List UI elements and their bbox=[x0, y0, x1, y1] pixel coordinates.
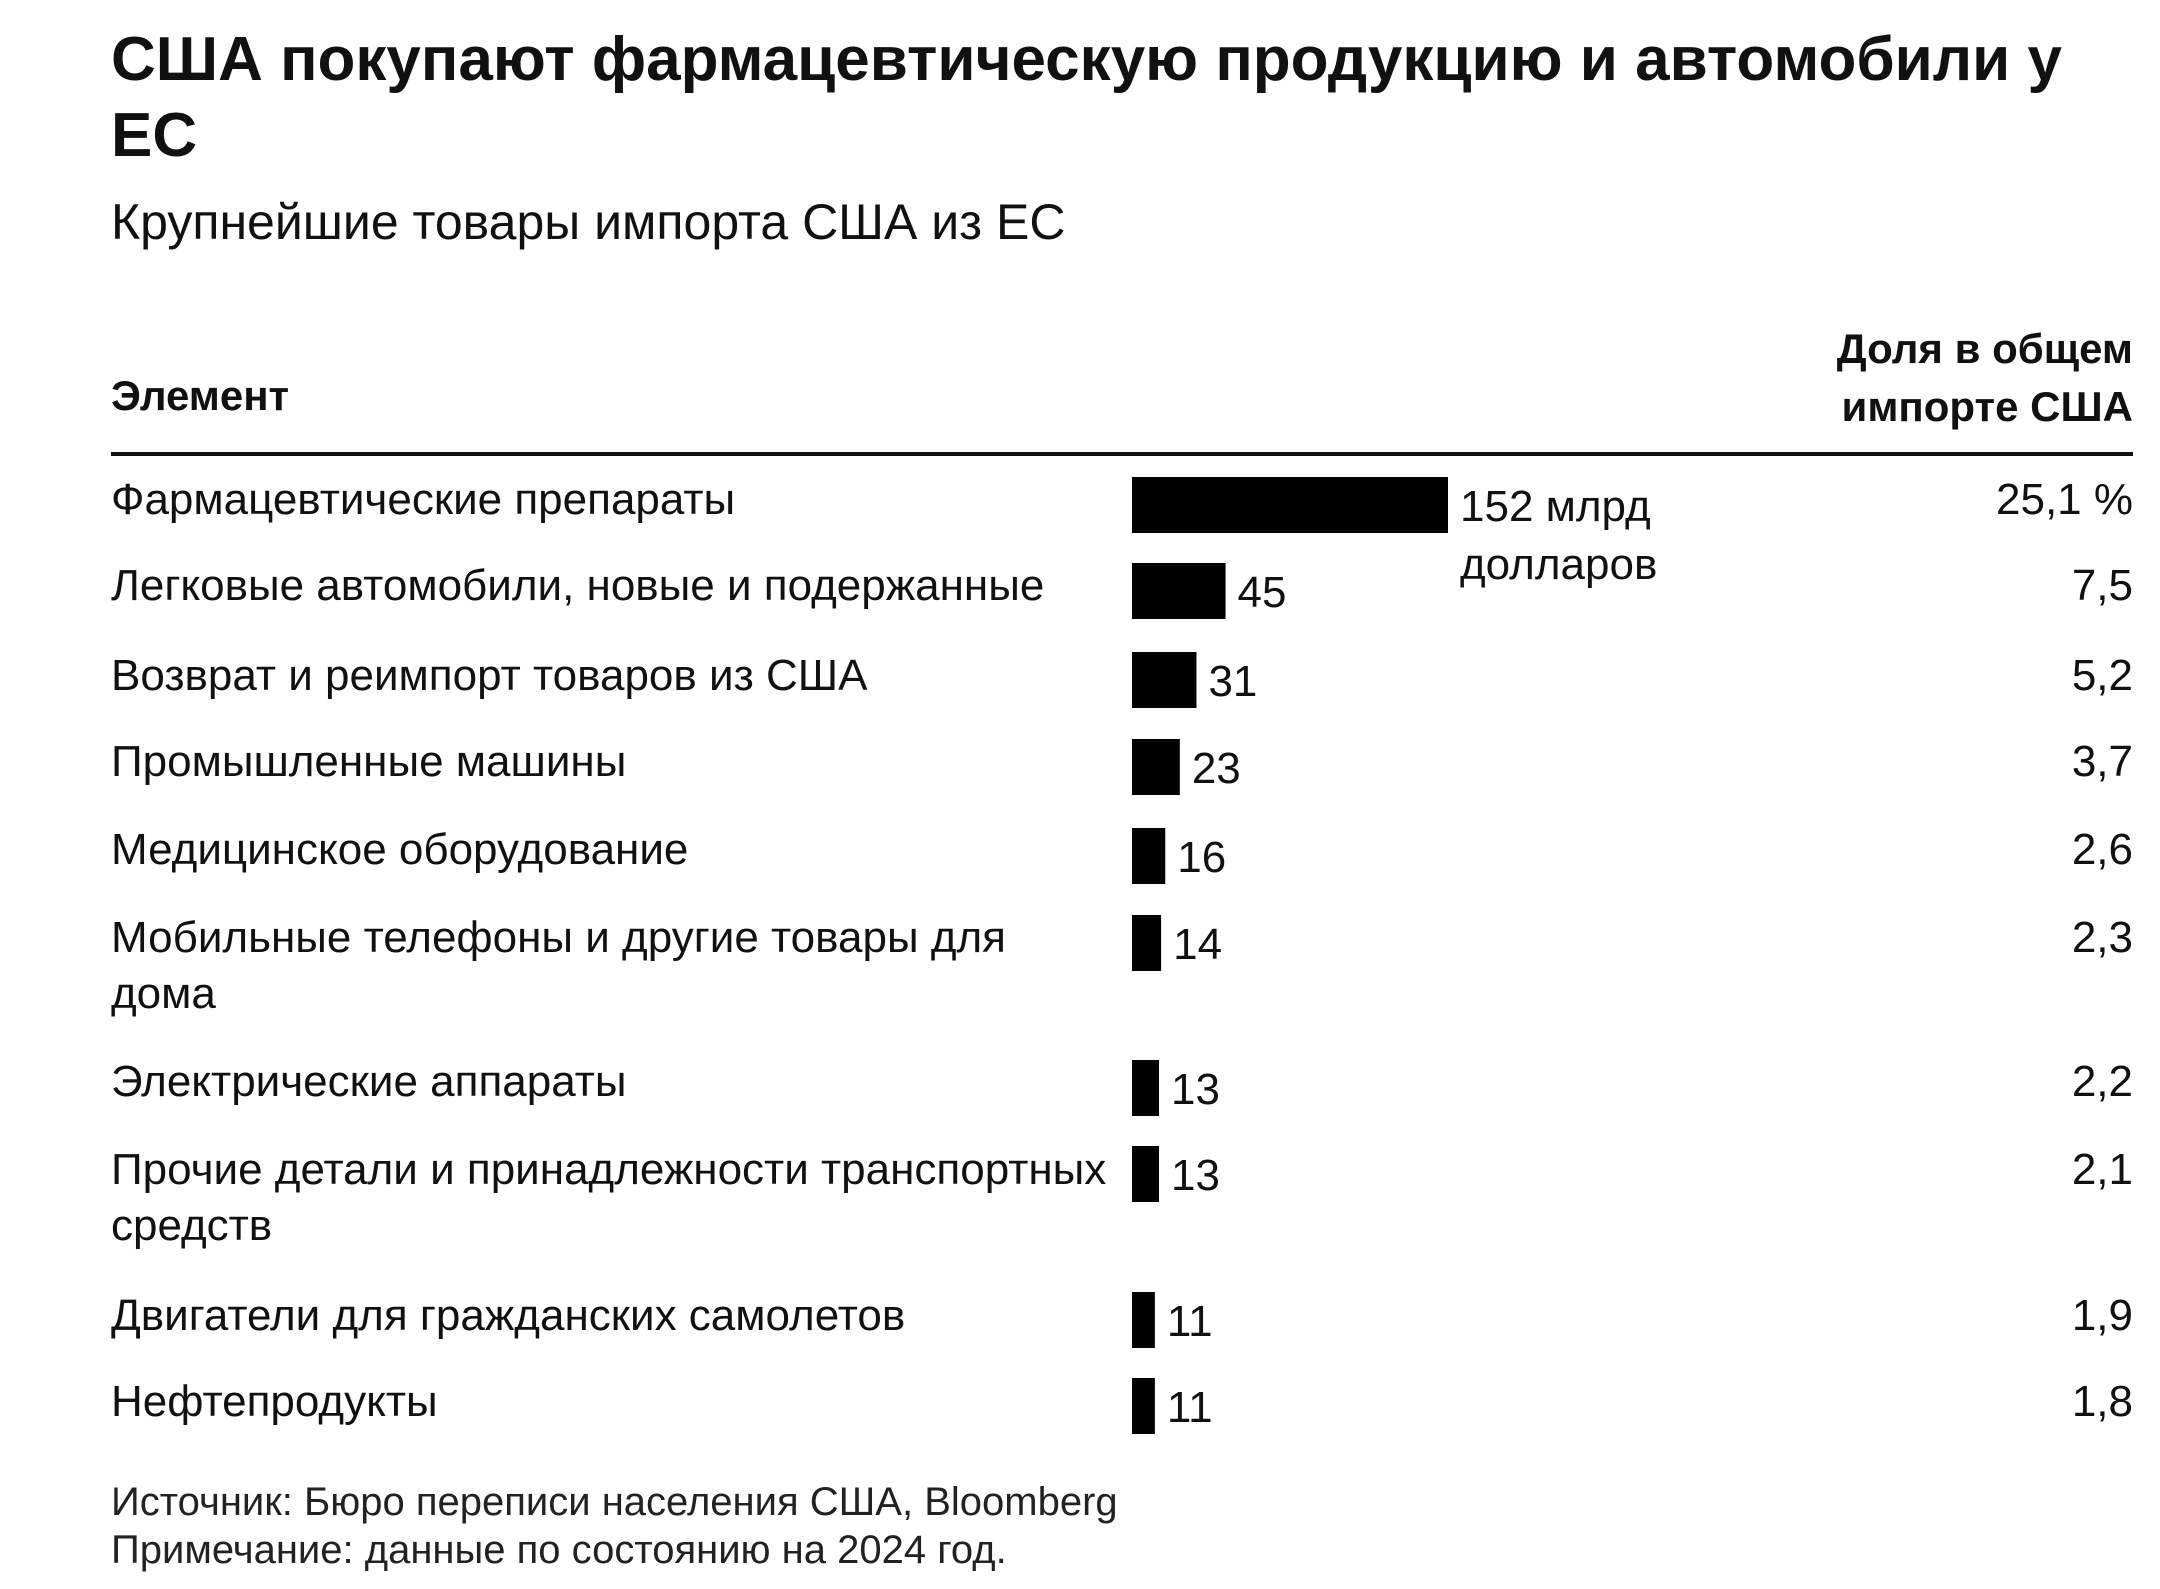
bar bbox=[1132, 739, 1180, 795]
share-value: 1,8 bbox=[2071, 1377, 2133, 1426]
bar bbox=[1132, 652, 1197, 708]
bar-value-label: 11 bbox=[1167, 1297, 1213, 1346]
share-value: 2,6 bbox=[2071, 825, 2133, 874]
bar-value-label: 14 bbox=[1173, 920, 1222, 969]
share-value: 2,2 bbox=[2071, 1057, 2133, 1106]
row-label: Возврат и реимпорт товаров из США bbox=[111, 651, 868, 700]
row-label: Мобильные телефоны и другие товары для д… bbox=[111, 913, 1006, 1018]
row-label: Фармацевтические препараты bbox=[111, 475, 736, 524]
bar bbox=[1132, 1378, 1155, 1434]
footnote: Примечание: данные по состоянию на 2024 … bbox=[111, 1528, 1007, 1572]
bar-value-label: 11 bbox=[1167, 1383, 1213, 1432]
bar bbox=[1132, 563, 1226, 619]
bar-value-label: 45 bbox=[1238, 568, 1287, 617]
share-value: 2,3 bbox=[2071, 913, 2133, 962]
row-label: Прочие детали и принадлежности транспорт… bbox=[111, 1145, 1107, 1250]
share-value: 1,9 bbox=[2071, 1291, 2133, 1340]
row-label: Электрические аппараты bbox=[111, 1057, 627, 1106]
bar-value-label: 152 млрд долларов bbox=[1460, 482, 1657, 589]
chart-title: США покупают фармацевтическую продукцию … bbox=[111, 25, 2063, 170]
share-value: 7,5 bbox=[2071, 561, 2133, 610]
header-rule bbox=[111, 452, 2133, 456]
share-value: 5,2 bbox=[2071, 651, 2133, 700]
bar-value-label: 23 bbox=[1192, 744, 1241, 793]
bar bbox=[1132, 1060, 1160, 1116]
bar bbox=[1132, 828, 1166, 884]
share-value: 2,1 bbox=[2071, 1145, 2133, 1194]
bar-value-label: 13 bbox=[1171, 1151, 1220, 1200]
bar bbox=[1132, 477, 1448, 533]
row-label: Нефтепродукты bbox=[111, 1377, 438, 1426]
row-label: Легковые автомобили, новые и подержанные bbox=[111, 561, 1045, 610]
share-value: 25,1 % bbox=[1996, 475, 2133, 524]
chart-subtitle: Крупнейшие товары импорта США из ЕС bbox=[111, 194, 1066, 250]
row-label: Медицинское оборудование bbox=[111, 825, 689, 874]
column-header-item: Элемент bbox=[111, 372, 290, 419]
column-header-share: Доля в общем импорте США bbox=[1836, 325, 2133, 430]
share-value: 3,7 bbox=[2071, 737, 2133, 786]
bar-value-label: 13 bbox=[1171, 1065, 1220, 1114]
bar-value-label: 31 bbox=[1208, 657, 1257, 706]
row-label: Двигатели для гражданских самолетов bbox=[111, 1291, 906, 1340]
bar bbox=[1132, 1292, 1155, 1348]
bar-value-label: 16 bbox=[1177, 833, 1226, 882]
source-note: Источник: Бюро переписи населения США, B… bbox=[111, 1480, 1118, 1524]
bar bbox=[1132, 1146, 1160, 1202]
bar bbox=[1132, 915, 1162, 971]
row-label: Промышленные машины bbox=[111, 737, 627, 786]
